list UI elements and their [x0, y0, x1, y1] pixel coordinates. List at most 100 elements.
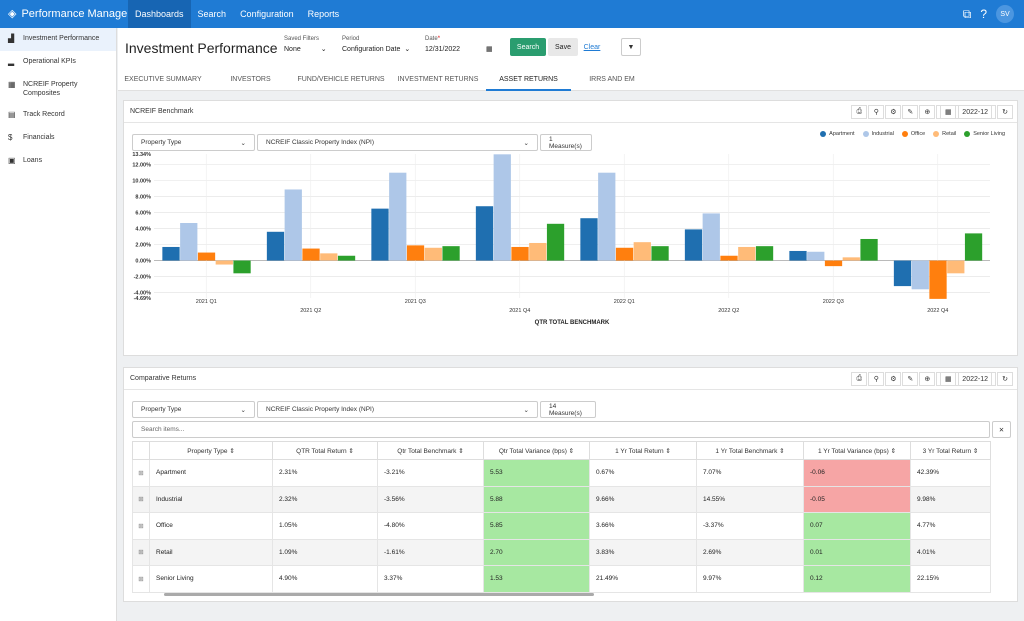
chevron-down-icon: ⌄ [240, 406, 246, 414]
column-header[interactable]: Property Type ⇕ [149, 441, 273, 460]
avatar[interactable]: SV [996, 5, 1014, 23]
sidebar-item-financials[interactable]: $ Financials [8, 133, 55, 143]
clear-link[interactable]: Clear [583, 43, 601, 51]
sidebar-item-operational-kpis[interactable]: ▂ Operational KPIs [8, 56, 76, 66]
column-header[interactable] [132, 441, 150, 460]
sidebar-item-investment-performance[interactable]: ▟ Investment Performance [0, 28, 116, 51]
sidebar-item-track-record[interactable]: ▤ Track Record [8, 110, 65, 120]
help-icon[interactable]: ? [980, 7, 987, 21]
column-header[interactable]: 3 Yr Total Return ⇕ [910, 441, 991, 460]
column-header[interactable]: 1 Yr Total Return ⇕ [589, 441, 697, 460]
expand-icon[interactable]: ⊞ [132, 512, 150, 540]
table-cell: -3.37% [696, 512, 804, 540]
table-cell: -4.80% [377, 512, 484, 540]
clear-search-icon[interactable]: ✕ [992, 421, 1011, 438]
period-button[interactable]: ▦ 2022-12 [936, 105, 996, 119]
legend-industrial[interactable]: Industrial [862, 131, 894, 137]
y-tick-label: -4.00% [134, 290, 152, 296]
y-tick-label: 0.00% [135, 259, 151, 265]
table-body: ⊞ Apartment 2.31% -3.21% 5.53 0.67% 7.07% -0.06… [132, 459, 991, 593]
wrench-icon[interactable]: ✎ [902, 105, 919, 119]
expand-icon[interactable]: ⊞ [132, 485, 150, 513]
column-header[interactable]: QTR Total Return ⇕ [272, 441, 378, 460]
card-toolbar: ⎙ ⚲ ⚙ ✎ ⊕ ▦ 2022-12 ↻ [851, 372, 1013, 386]
table-cell: 2.32% [272, 485, 378, 513]
tab-irrs-and-em[interactable]: IRRS AND EM [589, 76, 635, 83]
table-cell: 1.09% [272, 538, 378, 566]
date-input[interactable]: 12/31/2022 ▦ [425, 45, 493, 54]
sidebar-item-ncreif-composites[interactable]: ▦ NCREIF Property Composites [8, 79, 78, 98]
index-select[interactable]: NCREIF Classic Property Index (NPI) ⌄ [257, 401, 538, 418]
measures-button[interactable]: 14 Measure(s) [540, 401, 596, 418]
table-cell: -1.61% [377, 538, 484, 566]
bar-industrial [284, 189, 302, 261]
nav-search[interactable]: Search [197, 9, 227, 19]
wrench-icon[interactable]: ✎ [902, 372, 919, 386]
horizontal-scrollbar[interactable] [164, 593, 594, 596]
bar-retail [424, 247, 442, 261]
export-icon[interactable]: ⎙ [851, 105, 868, 119]
app-logo[interactable]: ◈ Performance Manager [8, 7, 131, 21]
expand-icon[interactable]: ⊞ [132, 459, 150, 487]
nav-reports[interactable]: Reports [307, 9, 340, 19]
search-items-input[interactable]: Search items... [132, 421, 990, 438]
tab-executive-summary[interactable]: EXECUTIVE SUMMARY [124, 76, 202, 83]
table-cell: 42.39% [910, 459, 991, 487]
table-row[interactable]: ⊞ Office 1.05% -4.80% 5.85 3.66% -3.37% 0.07 4.7… [132, 512, 991, 540]
tab-fund-vehicle-returns[interactable]: FUND/VEHICLE RETURNS [297, 76, 385, 83]
expand-icon[interactable]: ⊞ [132, 565, 150, 593]
export-icon[interactable]: ⎙ [851, 372, 868, 386]
table-cell: 9.98% [910, 485, 991, 513]
column-header[interactable]: Qtr Total Variance (bps) ⇕ [483, 441, 590, 460]
filter-icon[interactable]: ⚲ [868, 372, 885, 386]
table-cell: 3.66% [589, 512, 697, 540]
zoom-icon[interactable]: ⊕ [919, 105, 936, 119]
bar-office [929, 260, 947, 299]
table-cell: 4.01% [910, 538, 991, 566]
table-cell: 0.67% [589, 459, 697, 487]
bar-retail [738, 246, 756, 261]
bar-senior-living [442, 246, 460, 261]
gear-icon[interactable]: ⚙ [885, 105, 902, 119]
x-tick-label: 2022 Q4 [927, 308, 948, 314]
bar-industrial [389, 172, 407, 261]
nav-configuration[interactable]: Configuration [240, 9, 294, 19]
table-row[interactable]: ⊞ Senior Living 4.90% 3.37% 1.53 21.49% 9.97% 0… [132, 565, 991, 593]
legend-apartment[interactable]: Apartment [820, 131, 855, 137]
column-header[interactable]: 1 Yr Total Benchmark ⇕ [696, 441, 804, 460]
nav-dashboards[interactable]: Dashboards [128, 0, 191, 28]
filter-icon[interactable]: ⚲ [868, 105, 885, 119]
property-type-select[interactable]: Property Type ⌄ [132, 401, 255, 418]
card-header: Comparative Returns ⎙ ⚲ ⚙ ✎ ⊕ ▦ 2022-12 … [124, 368, 1017, 390]
save-button[interactable]: Save [548, 38, 578, 56]
expand-icon[interactable]: ⊞ [132, 538, 150, 566]
table-row[interactable]: ⊞ Apartment 2.31% -3.21% 5.53 0.67% 7.07% -0.06… [132, 459, 991, 487]
column-header[interactable]: Qtr Total Benchmark ⇕ [377, 441, 484, 460]
tab-investment-returns[interactable]: INVESTMENT RETURNS [397, 76, 479, 83]
zoom-icon[interactable]: ⊕ [919, 372, 936, 386]
table-cell: 5.88 [483, 485, 590, 513]
filter-icon[interactable]: ▼ [621, 38, 641, 56]
column-header[interactable]: 1 Yr Total Variance (bps) ⇕ [803, 441, 911, 460]
index-select[interactable]: NCREIF Classic Property Index (NPI) ⌄ [257, 134, 538, 151]
refresh-icon[interactable]: ↻ [997, 105, 1013, 119]
y-tick-label: 4.00% [135, 227, 151, 233]
period-button[interactable]: ▦ 2022-12 [936, 372, 996, 386]
period-select[interactable]: Configuration Date ⌄ [342, 45, 411, 54]
table-row[interactable]: ⊞ Industrial 2.32% -3.56% 5.88 9.66% 14.55% -0.… [132, 485, 991, 513]
property-type-select[interactable]: Property Type ⌄ [132, 134, 255, 151]
table-row[interactable]: ⊞ Retail 1.09% -1.61% 2.70 3.83% 2.69% 0.01 4.01… [132, 538, 991, 566]
saved-filters-select[interactable]: None ⌄ [284, 45, 327, 54]
chevron-down-icon: ⌄ [404, 46, 411, 53]
windows-icon[interactable]: ⧉ [962, 6, 972, 21]
search-button[interactable]: Search [510, 38, 546, 56]
legend-office[interactable]: Office [901, 131, 925, 137]
legend-senior-living[interactable]: Senior Living [964, 131, 1005, 137]
legend-retail[interactable]: Retail [933, 131, 956, 137]
refresh-icon[interactable]: ↻ [997, 372, 1013, 386]
gear-icon[interactable]: ⚙ [885, 372, 902, 386]
tab-investors[interactable]: INVESTORS [230, 76, 271, 83]
sidebar-item-loans[interactable]: ▣ Loans [8, 156, 43, 166]
tab-asset-returns[interactable]: ASSET RETURNS [486, 68, 571, 91]
measures-button[interactable]: 1 Measure(s) [540, 134, 592, 151]
